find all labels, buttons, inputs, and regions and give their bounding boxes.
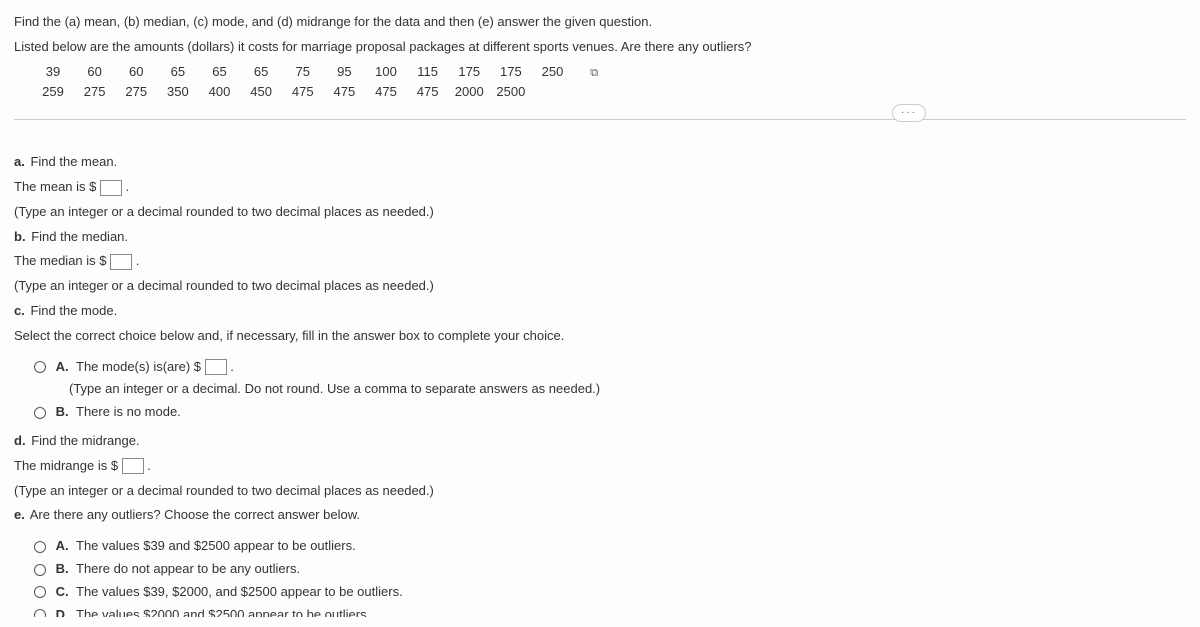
mean-text: The mean is $ (14, 179, 96, 194)
opt-e-b-text: There do not appear to be any outliers. (76, 561, 300, 576)
data-cell: 65 (159, 62, 197, 83)
data-cell: 275 (76, 82, 114, 103)
radio-e-b[interactable] (34, 564, 46, 576)
data-cell: 175 (450, 62, 488, 83)
data-cell: 65 (201, 62, 239, 83)
data-cell: 95 (325, 62, 363, 83)
data-cell: 39 (34, 62, 72, 83)
opt-c-a-label: A. (56, 359, 69, 374)
data-cell: 175 (492, 62, 530, 83)
part-c-title: Find the mode. (30, 303, 117, 318)
median-note: (Type an integer or a decimal rounded to… (14, 276, 1186, 297)
data-cell: 475 (284, 82, 322, 103)
copy-icon[interactable]: ⧉ (575, 65, 613, 83)
data-cell: 450 (242, 82, 280, 103)
midrange-note: (Type an integer or a decimal rounded to… (14, 481, 1186, 502)
mode-input[interactable] (205, 359, 227, 375)
radio-e-a[interactable] (34, 541, 46, 553)
opt-c-b-label: B. (56, 404, 69, 419)
divider (14, 119, 1186, 120)
part-c-label: c. (14, 303, 25, 318)
opt-e-c-label: C. (56, 584, 69, 599)
opt-e-b-label: B. (56, 561, 69, 576)
intro-line-1: Find the (a) mean, (b) median, (c) mode,… (14, 12, 1186, 33)
part-a-title: Find the mean. (30, 154, 117, 169)
opt-c-a-note: (Type an integer or a decimal. Do not ro… (69, 379, 1186, 400)
median-text: The median is $ (14, 253, 107, 268)
part-a-label: a. (14, 154, 25, 169)
opt-e-a-label: A. (56, 538, 69, 553)
opt-e-d-label: D. (56, 607, 69, 617)
midrange-text: The midrange is $ (14, 458, 118, 473)
data-cell: 115 (409, 62, 447, 83)
data-cell: 475 (409, 82, 447, 103)
part-e-label: e. (14, 507, 25, 522)
data-cell: 100 (367, 62, 405, 83)
data-cell: 259 (34, 82, 72, 103)
median-input[interactable] (110, 254, 132, 270)
part-c-instr: Select the correct choice below and, if … (14, 326, 1186, 347)
radio-c-a[interactable] (34, 361, 46, 373)
data-cell: 65 (242, 62, 280, 83)
data-cell: 75 (284, 62, 322, 83)
part-b-label: b. (14, 229, 26, 244)
data-cell: 2000 (450, 82, 488, 103)
data-cell: 400 (201, 82, 239, 103)
data-cell: 60 (76, 62, 114, 83)
radio-c-b[interactable] (34, 407, 46, 419)
opt-e-a-text: The values $39 and $2500 appear to be ou… (76, 538, 356, 553)
data-cell: 350 (159, 82, 197, 103)
part-d-title: Find the midrange. (31, 433, 139, 448)
part-d-label: d. (14, 433, 26, 448)
data-row-2: 259 275 275 350 400 450 475 475 475 475 … (34, 82, 1186, 103)
data-cell: 475 (325, 82, 363, 103)
mean-note: (Type an integer or a decimal rounded to… (14, 202, 1186, 223)
radio-e-d[interactable] (34, 609, 46, 616)
part-e-title: Are there any outliers? Choose the corre… (30, 507, 360, 522)
opt-e-d-text: The values $2000 and $2500 appear to be … (76, 607, 370, 617)
opt-c-a-text: The mode(s) is(are) $ (76, 359, 201, 374)
radio-e-c[interactable] (34, 586, 46, 598)
intro-line-2: Listed below are the amounts (dollars) i… (14, 37, 1186, 58)
opt-e-c-text: The values $39, $2000, and $2500 appear … (76, 584, 403, 599)
data-cell: 475 (367, 82, 405, 103)
ellipsis-badge[interactable]: ··· (892, 104, 926, 122)
part-b-title: Find the median. (31, 229, 128, 244)
midrange-input[interactable] (122, 458, 144, 474)
data-cell: 60 (117, 62, 155, 83)
opt-c-b-text: There is no mode. (76, 404, 181, 419)
data-cell: 250 (534, 62, 572, 83)
data-cell: 275 (117, 82, 155, 103)
data-cell: 2500 (492, 82, 530, 103)
data-row-1: 39 60 60 65 65 65 75 95 100 115 175 175 … (34, 62, 1186, 83)
mean-input[interactable] (100, 180, 122, 196)
